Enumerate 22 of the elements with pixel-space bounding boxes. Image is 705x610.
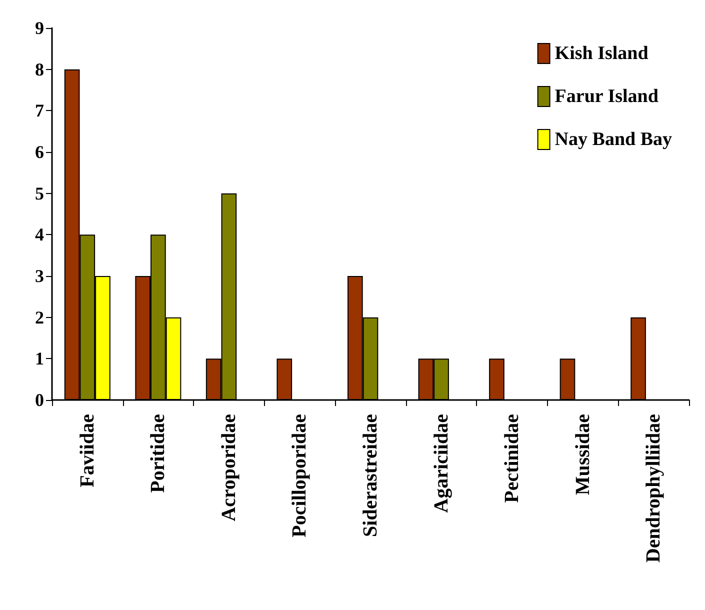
y-tick-label: 6 — [35, 142, 44, 162]
x-tick-label: Mussidae — [572, 414, 594, 496]
y-tick-label: 3 — [35, 266, 44, 286]
x-tick-label: Agariciidae — [430, 414, 452, 513]
x-tick-label: Acroporidae — [218, 414, 240, 522]
x-tick-label: Pocilloporidae — [288, 414, 311, 538]
legend-label: Kish Island — [554, 43, 649, 64]
x-tick-label: Pectinidae — [501, 414, 524, 503]
x-tick-label: Dendrophylliidae — [642, 414, 665, 563]
x-tick-label: Siderastreidae — [360, 414, 382, 537]
y-tick-label: 7 — [35, 100, 44, 121]
y-tick-label: 1 — [35, 348, 44, 369]
y-tick-label: 2 — [35, 307, 44, 328]
y-tick-label: 8 — [35, 59, 44, 80]
legend-label: Farur Island — [554, 86, 659, 107]
y-tick-label: 5 — [35, 183, 44, 204]
y-tick-label: 4 — [35, 224, 44, 245]
y-tick-label: 0 — [35, 390, 44, 410]
x-tick-label: Poritidae — [147, 414, 170, 493]
legend-label: Nay Band Bay — [554, 129, 672, 150]
x-tick-label: Faviidae — [76, 414, 98, 488]
y-tick-label: 9 — [35, 18, 44, 38]
